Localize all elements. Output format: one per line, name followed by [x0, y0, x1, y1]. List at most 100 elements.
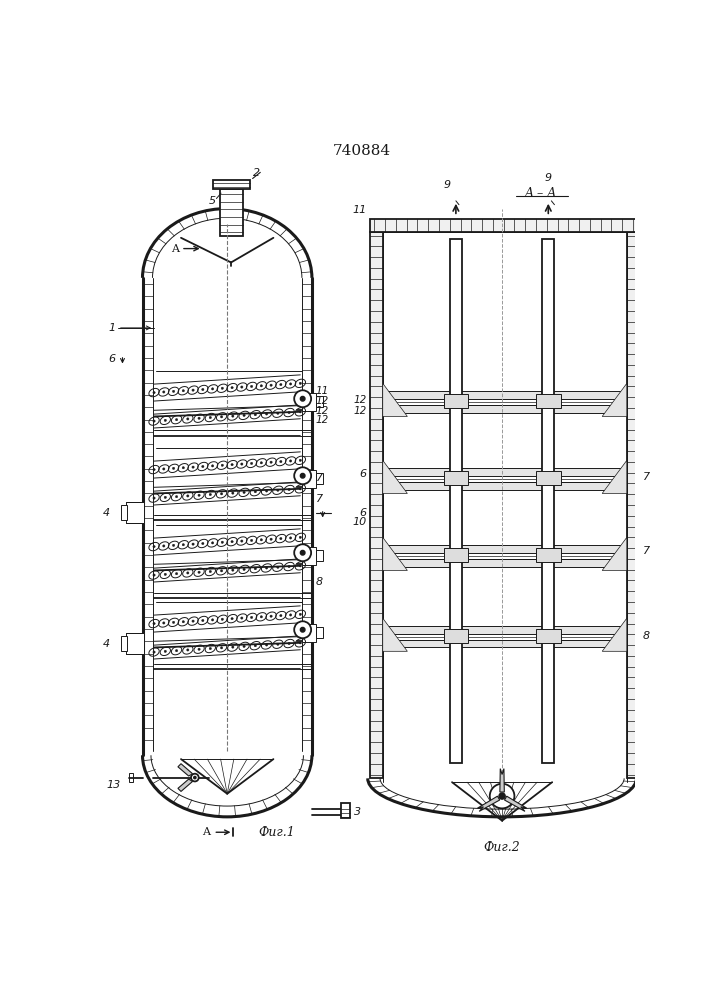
Bar	[385, 405, 625, 413]
Circle shape	[260, 385, 262, 387]
Circle shape	[173, 544, 175, 547]
Circle shape	[163, 391, 165, 393]
Circle shape	[231, 617, 233, 620]
Circle shape	[265, 644, 268, 646]
Circle shape	[255, 414, 257, 416]
Circle shape	[211, 542, 214, 544]
Circle shape	[490, 784, 515, 808]
Circle shape	[276, 489, 279, 491]
Circle shape	[182, 544, 185, 546]
Circle shape	[198, 648, 200, 650]
Text: 12: 12	[316, 406, 329, 416]
Polygon shape	[477, 796, 500, 811]
Circle shape	[221, 387, 223, 389]
Circle shape	[192, 543, 194, 545]
Text: Фиг.1: Фиг.1	[258, 826, 295, 839]
Circle shape	[300, 627, 305, 632]
Bar	[129, 773, 133, 782]
Bar	[385, 482, 625, 490]
Circle shape	[201, 388, 204, 391]
Text: 4: 4	[103, 639, 110, 649]
Circle shape	[231, 463, 233, 466]
Circle shape	[289, 460, 292, 462]
Circle shape	[299, 613, 301, 615]
Bar	[219, 189, 243, 235]
Text: 7: 7	[643, 472, 650, 482]
Circle shape	[276, 566, 279, 568]
Circle shape	[299, 536, 301, 538]
Circle shape	[270, 538, 272, 540]
Bar	[370, 232, 382, 778]
Circle shape	[191, 774, 199, 781]
Polygon shape	[602, 383, 627, 416]
Circle shape	[300, 473, 305, 478]
Circle shape	[187, 572, 189, 574]
Circle shape	[280, 460, 282, 463]
Circle shape	[299, 411, 301, 413]
Circle shape	[198, 417, 200, 419]
Bar	[443, 548, 468, 562]
Text: 3: 3	[354, 807, 361, 817]
Circle shape	[221, 416, 223, 418]
Circle shape	[243, 568, 245, 571]
Circle shape	[192, 620, 194, 622]
Circle shape	[173, 467, 175, 470]
Circle shape	[240, 540, 243, 542]
Circle shape	[270, 384, 272, 386]
Circle shape	[221, 541, 223, 543]
Text: 5: 5	[209, 196, 216, 206]
Circle shape	[164, 419, 166, 422]
Circle shape	[209, 570, 211, 573]
Circle shape	[192, 466, 194, 468]
Bar	[450, 239, 462, 763]
Bar	[385, 640, 625, 647]
Circle shape	[299, 565, 301, 567]
Circle shape	[265, 567, 268, 569]
Polygon shape	[602, 460, 627, 493]
Bar	[316, 473, 324, 484]
Circle shape	[250, 616, 252, 619]
Circle shape	[300, 396, 305, 401]
Circle shape	[209, 647, 211, 650]
Circle shape	[192, 389, 194, 391]
Text: 6: 6	[359, 508, 366, 518]
Text: 12: 12	[354, 395, 366, 405]
Circle shape	[231, 386, 233, 389]
Text: 7: 7	[316, 494, 323, 504]
Circle shape	[255, 568, 257, 570]
Text: A – A: A – A	[525, 187, 556, 200]
Text: 4: 4	[103, 508, 110, 518]
Circle shape	[243, 491, 245, 494]
Circle shape	[250, 462, 252, 465]
Circle shape	[163, 622, 165, 624]
Text: Фиг.2: Фиг.2	[484, 841, 520, 854]
Circle shape	[240, 463, 243, 465]
Bar	[536, 629, 561, 643]
Polygon shape	[382, 618, 407, 651]
Bar	[443, 471, 468, 485]
Circle shape	[280, 614, 282, 617]
Circle shape	[211, 619, 214, 621]
Circle shape	[499, 793, 506, 799]
Text: 8: 8	[643, 631, 650, 641]
Circle shape	[221, 493, 223, 495]
Circle shape	[243, 414, 245, 417]
Circle shape	[270, 615, 272, 617]
Circle shape	[231, 540, 233, 543]
Bar	[443, 394, 468, 408]
Circle shape	[198, 494, 200, 496]
Bar	[316, 550, 324, 561]
Circle shape	[211, 465, 214, 467]
Text: 6: 6	[108, 354, 115, 364]
Circle shape	[153, 497, 156, 499]
Bar	[370, 219, 639, 232]
Circle shape	[175, 649, 177, 652]
Circle shape	[173, 621, 175, 624]
Circle shape	[288, 565, 291, 568]
Circle shape	[187, 418, 189, 420]
Bar	[627, 232, 639, 778]
Circle shape	[164, 650, 166, 653]
Circle shape	[173, 390, 175, 393]
Circle shape	[175, 495, 177, 498]
Circle shape	[153, 651, 156, 653]
